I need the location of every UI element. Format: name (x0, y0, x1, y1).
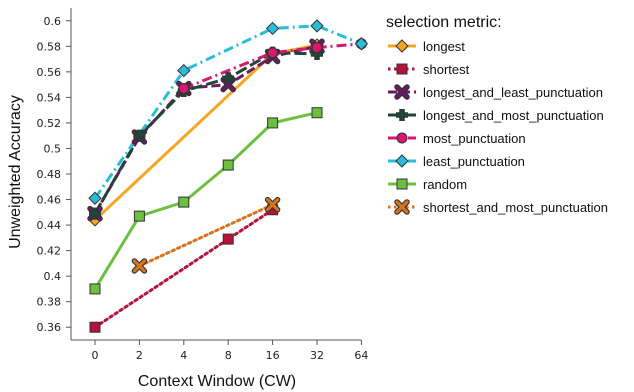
legend-label: most_punctuation (423, 131, 526, 146)
data-point-most-punctuation (178, 82, 190, 94)
series-markers (87, 19, 369, 333)
marker-fill (133, 129, 146, 142)
marker-fill (395, 85, 409, 99)
legend-item: longest_and_most_punctuation (388, 108, 604, 123)
y-tick-label: 0.42 (37, 245, 62, 258)
legend-label: longest (423, 39, 465, 54)
y-tick-label: 0.44 (37, 219, 62, 232)
x-axis-ticks: 0 2 4 8 16 32 64 (92, 340, 368, 362)
x-tick-label: 4 (180, 349, 187, 362)
y-axis-ticks: 0.36 0.38 0.4 0.42 0.44 0.46 0.48 0.5 0.52 0.54 0.… (37, 15, 71, 334)
y-tick-label: 0.36 (37, 321, 62, 334)
x-axis-title: Context Window (CW) (138, 373, 296, 390)
y-tick-label: 0.38 (37, 296, 62, 309)
legend-item: random (388, 177, 467, 192)
x-tick-label: 8 (225, 349, 232, 362)
data-point-shortest (222, 233, 234, 245)
data-point-longest-and-most-punctuation (222, 72, 235, 85)
legend-item: least_punctuation (388, 154, 525, 169)
x-tick-label: 32 (310, 349, 324, 362)
y-tick-label: 0.5 (44, 142, 62, 155)
y-tick-label: 0.4 (44, 270, 62, 283)
chart-axes: 0.36 0.38 0.4 0.42 0.44 0.46 0.48 0.5 0.52 0.54 0.… (37, 8, 368, 362)
marker-fill (221, 78, 235, 92)
data-point-shortest-and-most-punctuation (264, 196, 281, 213)
series-line-longest (93, 43, 318, 222)
legend-marker-swatch (396, 132, 408, 144)
legend-label: random (423, 177, 467, 192)
data-point-random (133, 210, 145, 222)
legend-label: least_punctuation (423, 154, 525, 169)
data-point-most-punctuation (267, 47, 279, 59)
data-point-longest-and-most-punctuation (89, 207, 101, 220)
legend-marker-swatch (396, 63, 408, 75)
y-tick-label: 0.54 (37, 91, 62, 104)
series-line-random (93, 111, 318, 290)
data-point-random (178, 196, 190, 208)
legend-item: longest_and_least_punctuation (388, 84, 603, 100)
marker-fill (89, 207, 101, 220)
marker-fill (132, 259, 146, 273)
legend-item: most_punctuation (388, 131, 526, 146)
x-tick-label: 16 (266, 349, 280, 362)
marker-fill (222, 72, 235, 85)
legend-label: longest_and_most_punctuation (423, 108, 604, 123)
legend-item: shortest (388, 62, 470, 77)
data-point-shortest-and-most-punctuation (131, 258, 148, 274)
data-point-least-punctuation (354, 37, 369, 51)
marker-fill (396, 109, 408, 121)
data-point-shortest (89, 321, 101, 333)
series-lines (93, 24, 362, 329)
data-point-longest-and-least-punctuation (220, 76, 236, 93)
legend-marker-swatch (396, 178, 408, 190)
data-point-random (89, 283, 101, 295)
data-point-random (311, 107, 323, 119)
data-point-most-punctuation (311, 42, 323, 54)
y-tick-label: 0.46 (37, 194, 62, 207)
y-tick-label: 0.6 (44, 15, 62, 28)
x-tick-label: 64 (354, 349, 368, 362)
y-axis-title: Unweighted Accuracy (7, 95, 24, 249)
legend: selection metric: longestshortestlongest… (386, 14, 608, 215)
marker-fill (395, 200, 409, 214)
series-line-least-punctuation (93, 24, 362, 200)
data-point-random (222, 159, 234, 171)
legend-marker-swatch (394, 199, 410, 215)
y-tick-label: 0.52 (37, 117, 62, 130)
x-tick-label: 0 (92, 349, 99, 362)
legend-title: selection metric: (386, 14, 502, 31)
marker-fill (266, 198, 280, 212)
legend-marker-swatch (394, 84, 410, 100)
y-tick-label: 0.48 (37, 168, 62, 181)
data-point-longest-and-most-punctuation (133, 129, 146, 142)
data-point-least-punctuation (310, 19, 324, 33)
legend-item: shortest_and_most_punctuation (388, 199, 608, 215)
legend-marker-swatch (396, 109, 408, 121)
data-point-least-punctuation (177, 63, 191, 78)
y-tick-label: 0.56 (37, 66, 62, 79)
series-line-shortest-and-most-punctuation (137, 203, 275, 268)
y-tick-label: 0.58 (37, 40, 62, 53)
legend-label: longest_and_least_punctuation (423, 85, 603, 100)
legend-label: shortest (423, 62, 470, 77)
series-line-most-punctuation (183, 42, 362, 90)
legend-marker-swatch (395, 39, 409, 53)
data-point-least-punctuation (88, 191, 102, 205)
legend-items: longest shortest longest_and_least_punctua… (388, 39, 608, 215)
legend-item: longest (388, 39, 465, 54)
x-tick-label: 2 (136, 349, 143, 362)
data-point-random (267, 117, 279, 129)
legend-label: shortest_and_most_punctuation (423, 200, 608, 215)
series-line-shortest (93, 208, 275, 329)
data-point-least-punctuation (265, 21, 280, 36)
legend-marker-swatch (395, 154, 409, 168)
